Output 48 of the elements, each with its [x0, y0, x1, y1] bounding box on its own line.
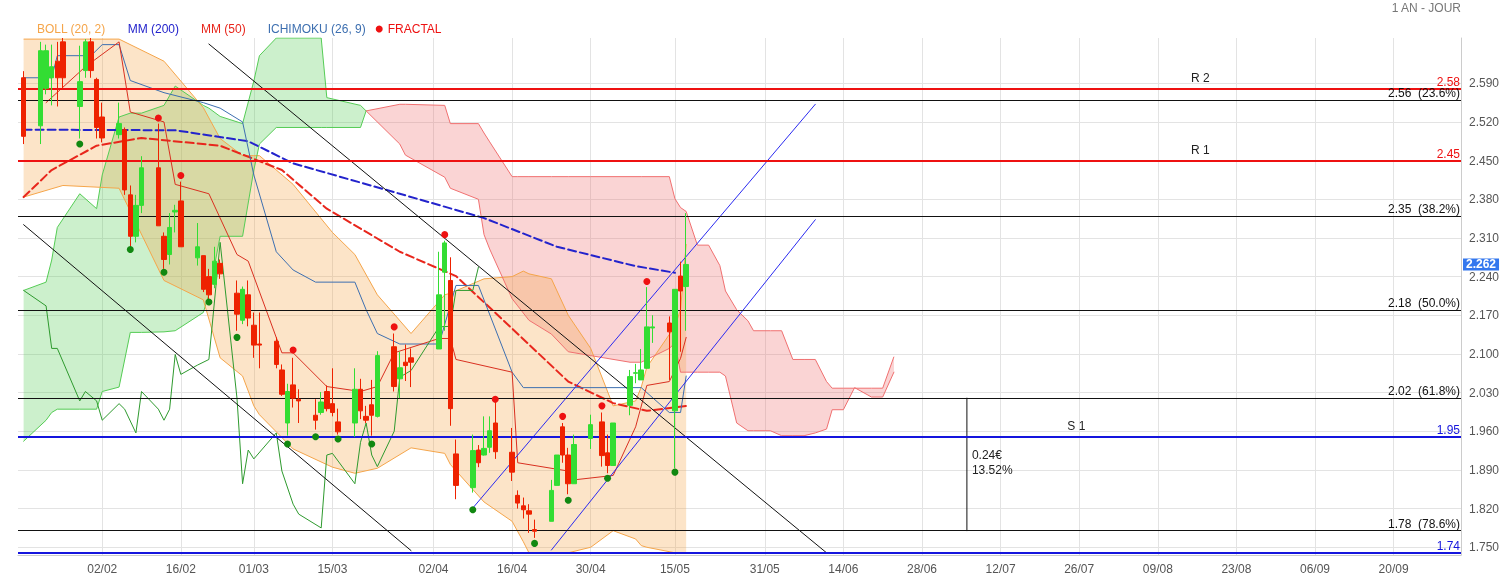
y-tick-label: 1.750: [1469, 540, 1500, 555]
x-tick-label: 02/02: [87, 562, 118, 576]
x-tick-label: 16/04: [497, 562, 528, 576]
y-tick-label: 2.030: [1469, 385, 1500, 400]
y-tick-label: 2.100: [1469, 346, 1500, 361]
ref-line-label: 2.45: [1436, 146, 1461, 161]
x-tick-label: 30/04: [575, 562, 607, 576]
y-tick-label: 2.380: [1469, 192, 1500, 207]
series-label: BOLL (20, 2): [37, 22, 106, 36]
ref-line-label: 2.02 (61.8%): [1387, 384, 1460, 399]
y-tick-label: 2.450: [1469, 153, 1500, 168]
ref-line-label: 2.18 (50.0%): [1387, 295, 1460, 310]
text: MM (50): [201, 22, 246, 36]
ref-line-label: 2.35 (38.2%): [1387, 201, 1460, 216]
y-tick-label: 2.170: [1469, 308, 1500, 323]
x-tick-label: 01/03: [238, 562, 270, 576]
text: 1 AN - JOUR: [1391, 1, 1462, 15]
y-tick-label: 2.310: [1469, 230, 1500, 245]
x-tick-label: 26/07: [1064, 562, 1095, 576]
x-tick-label: 16/02: [165, 562, 197, 576]
annotation: R 1: [1190, 143, 1210, 158]
x-tick-label: 31/05: [749, 562, 781, 576]
y-tick-label: 2.590: [1469, 76, 1500, 91]
annotation: R 2: [1190, 71, 1210, 86]
legend-label: FRACTAL: [387, 22, 442, 36]
annotation: S 1: [1067, 419, 1086, 434]
x-tick-label: 14/06: [828, 562, 859, 576]
annotation: 2.262: [1466, 257, 1497, 272]
text: ICHIMOKU (26, 9): [267, 22, 366, 36]
x-tick-label: 23/08: [1221, 562, 1252, 576]
x-tick-label: 15/05: [659, 562, 691, 576]
annotation: 0.24€ 13.52%: [971, 448, 1013, 478]
y-tick-label: 1.960: [1469, 424, 1500, 439]
x-tick-label: 02/04: [418, 562, 449, 576]
x-tick-label: 28/06: [906, 562, 938, 576]
ref-line-label: 1.78 (78.6%): [1387, 516, 1460, 531]
x-tick-label: 20/09: [1378, 562, 1409, 576]
x-tick-label: 15/03: [317, 562, 348, 576]
y-tick-label: 2.520: [1469, 114, 1500, 129]
text: MM (200): [127, 22, 180, 36]
y-tick-label: 1.890: [1469, 462, 1500, 477]
y-tick-label: 2.240: [1469, 269, 1500, 284]
y-tick-label: 1.820: [1469, 501, 1500, 516]
ref-line-label: 1.74: [1436, 538, 1461, 553]
x-tick-label: 09/08: [1142, 562, 1174, 576]
x-tick-label: 12/07: [985, 562, 1016, 576]
x-tick-label: 06/09: [1300, 562, 1331, 576]
ref-line-label: 1.95: [1436, 422, 1461, 437]
